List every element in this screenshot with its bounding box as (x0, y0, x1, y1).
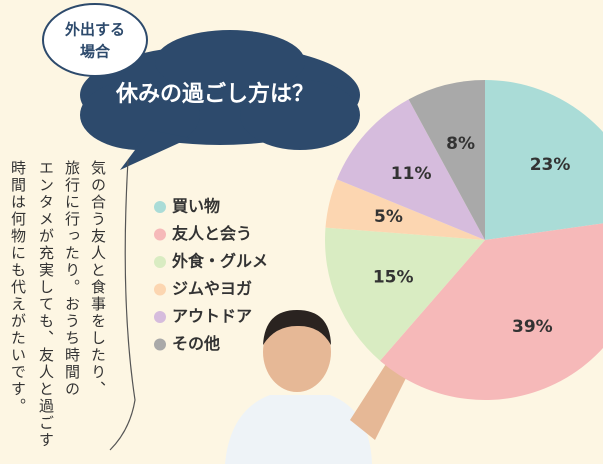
legend-marker (154, 201, 166, 213)
person-photo (225, 310, 415, 464)
comment-text: エンタメが充実しても、友人と過ごす (37, 160, 55, 449)
pie-slice (325, 227, 485, 361)
value-label: 5% (374, 207, 403, 227)
badge-text: 場合 (80, 43, 111, 61)
legend-marker (154, 256, 166, 268)
pie-slice (336, 99, 485, 240)
value-label: 8% (446, 134, 475, 154)
legend-label: ジムやヨガ (172, 279, 252, 298)
legend-marker (154, 283, 166, 296)
value-label: 23% (530, 155, 571, 175)
legend-label: その他 (172, 334, 220, 353)
badge-text: 外出する (64, 21, 125, 39)
legend-marker (154, 228, 166, 241)
pie-slice (380, 223, 603, 400)
value-label: 15% (373, 268, 414, 288)
badge-cloud (42, 3, 148, 77)
comment-text: 時間は何物にも代えがたいです。 (9, 160, 27, 415)
pie-slice (325, 179, 485, 240)
title-cloud (80, 30, 360, 170)
legend-marker (154, 338, 166, 351)
comment-line (109, 159, 136, 451)
comment-text: 旅行に行ったり。おうち時間の (63, 160, 81, 398)
legend-label: 友人と会う (172, 224, 252, 243)
value-label: 39% (512, 317, 553, 337)
value-label: 11% (391, 164, 432, 184)
legend-label: アウトドア (172, 307, 252, 326)
legend-label: 外食・グルメ (171, 252, 268, 271)
pie-slice (408, 80, 485, 240)
legend-label: 買い物 (172, 197, 220, 216)
legend-marker (154, 311, 166, 323)
comment-text: 気の合う友人と食事をしたり、 (89, 160, 107, 398)
pie-slice (485, 80, 603, 240)
chart-title: 休みの過ごし方は？ (115, 81, 314, 107)
